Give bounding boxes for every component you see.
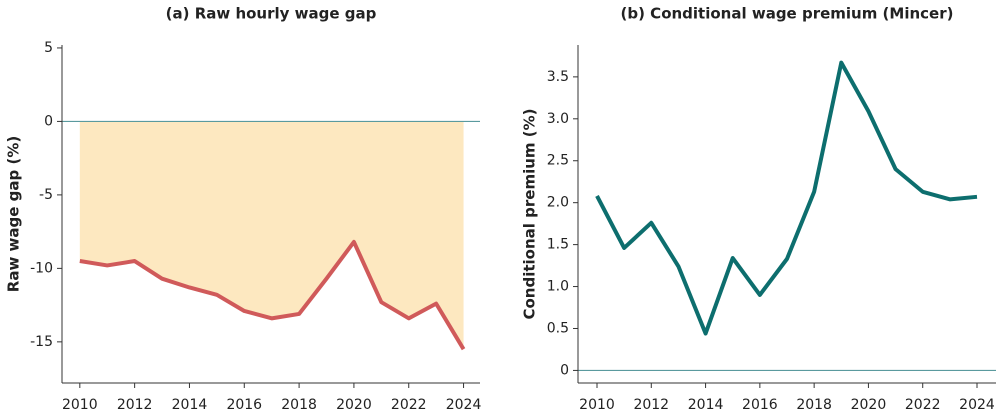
x-tick-label: 2018: [796, 397, 832, 413]
chart-title: (b) Conditional wage premium (Mincer): [621, 5, 954, 23]
y-tick-label: 2.0: [547, 195, 569, 211]
x-tick-label: 2020: [851, 397, 887, 413]
x-tick-label: 2022: [905, 397, 941, 413]
y-tick-label: -5: [39, 187, 53, 203]
y-tick-label: 0.5: [547, 320, 569, 336]
x-tick-label: 2024: [446, 397, 482, 413]
line: [79, 239, 466, 351]
y-tick-label: 3.0: [547, 111, 569, 127]
y-tick-label: 1.0: [547, 279, 569, 295]
x-tick-label: 2010: [579, 397, 615, 413]
x-tick-label: 2012: [633, 397, 669, 413]
x-tick-label: 2024: [959, 397, 995, 413]
y-tick-label: -10: [30, 260, 53, 276]
x-tick-label: 2014: [688, 397, 724, 413]
y-tick-label: 0: [560, 362, 569, 378]
area: [79, 121, 464, 350]
y-axis-title: Conditional premium (%): [521, 108, 539, 319]
y-tick-label: 1.5: [547, 237, 569, 253]
line: [595, 60, 978, 336]
x-tick-label: 2012: [117, 397, 153, 413]
y-tick-label: 0: [44, 113, 53, 129]
y-tick-label: 5: [44, 40, 53, 56]
x-tick-label: 2014: [172, 397, 208, 413]
x-tick-label: 2016: [742, 397, 778, 413]
x-tick-label: 2022: [391, 397, 427, 413]
y-axis-title: Raw wage gap (%): [5, 136, 23, 292]
y-tick-label: 3.5: [547, 69, 569, 85]
y-tick-label: -15: [30, 334, 53, 350]
x-tick-label: 2010: [62, 397, 98, 413]
x-tick-label: 2018: [281, 397, 317, 413]
chart-title: (a) Raw hourly wage gap: [166, 5, 377, 23]
x-tick-label: 2020: [336, 397, 372, 413]
x-tick-label: 2016: [226, 397, 262, 413]
y-tick-label: 2.5: [547, 153, 569, 169]
